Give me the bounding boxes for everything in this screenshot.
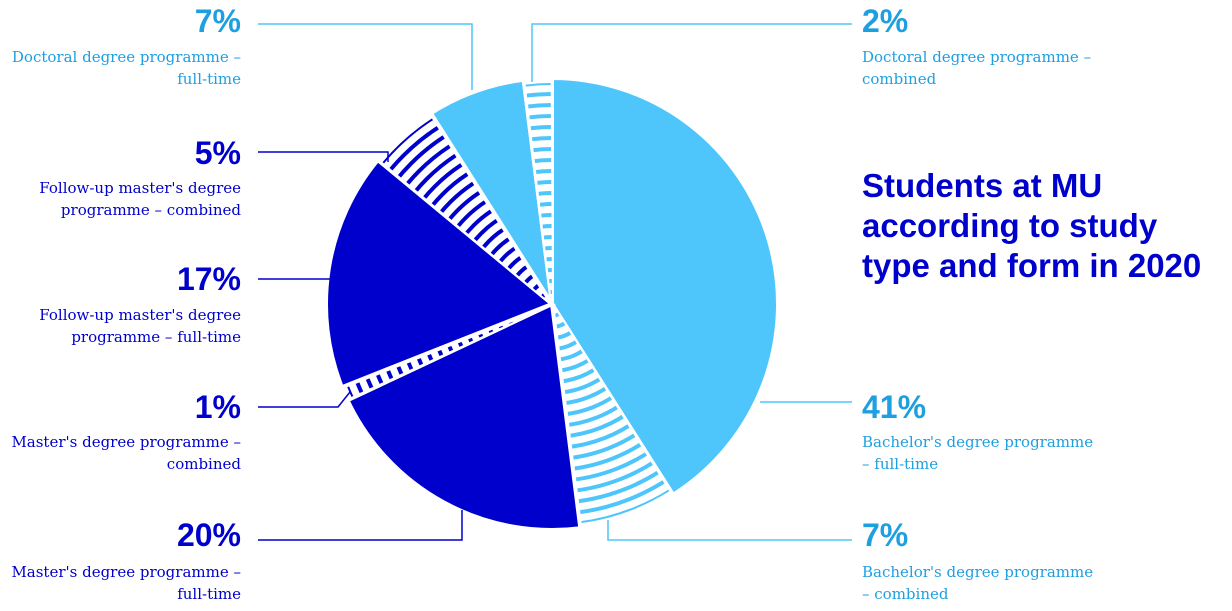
slice-percent-doctoral-full-time: 7% bbox=[194, 3, 241, 39]
leader-line-master-combined bbox=[258, 391, 351, 408]
slice-label-bachelor-combined: Bachelor's degree programme – combined bbox=[862, 563, 1094, 603]
leader-lines bbox=[258, 23, 852, 541]
slice-label-doctoral-combined: Doctoral degree programme – combined bbox=[862, 48, 1092, 88]
slice-label-follow-up-full-time: Follow-up master's degree programme – fu… bbox=[39, 306, 241, 346]
pie-slice-shape-follow-up-full-time bbox=[323, 157, 556, 390]
slice-percent-follow-up-full-time: 17% bbox=[176, 261, 241, 297]
slice-percent-master-combined: 1% bbox=[194, 389, 241, 425]
leader-line-doctoral-full-time bbox=[258, 23, 473, 90]
pie-slice-master-full-time bbox=[344, 301, 583, 532]
pie-slices bbox=[323, 75, 780, 532]
slice-percent-master-full-time: 20% bbox=[176, 517, 241, 553]
slice-percent-doctoral-combined: 2% bbox=[862, 3, 909, 39]
pie-slice-shape-master-full-time bbox=[344, 301, 583, 532]
leader-line-follow-up-combined bbox=[258, 151, 389, 162]
chart-title: Students at MU according to study type a… bbox=[862, 167, 1202, 284]
pie-slice-follow-up-full-time bbox=[323, 157, 556, 390]
leader-line-doctoral-combined bbox=[531, 23, 852, 82]
slice-label-bachelor-full-time: Bachelor's degree programme – full-time bbox=[862, 433, 1094, 473]
slice-label-doctoral-full-time: Doctoral degree programme – full-time bbox=[11, 48, 241, 88]
pie-slice-shape-doctoral-combined bbox=[521, 75, 554, 305]
leader-line-bachelor-combined bbox=[607, 520, 852, 541]
slice-label-follow-up-combined: Follow-up master's degree programme – co… bbox=[39, 179, 241, 219]
slice-percent-follow-up-combined: 5% bbox=[194, 135, 241, 171]
slice-percent-bachelor-full-time: 41% bbox=[862, 389, 927, 425]
slice-percent-bachelor-combined: 7% bbox=[862, 517, 909, 553]
slice-label-master-combined: Master's degree programme – combined bbox=[11, 433, 241, 473]
slice-label-master-full-time: Master's degree programme – full-time bbox=[11, 563, 241, 603]
leader-line-master-full-time bbox=[258, 510, 463, 541]
